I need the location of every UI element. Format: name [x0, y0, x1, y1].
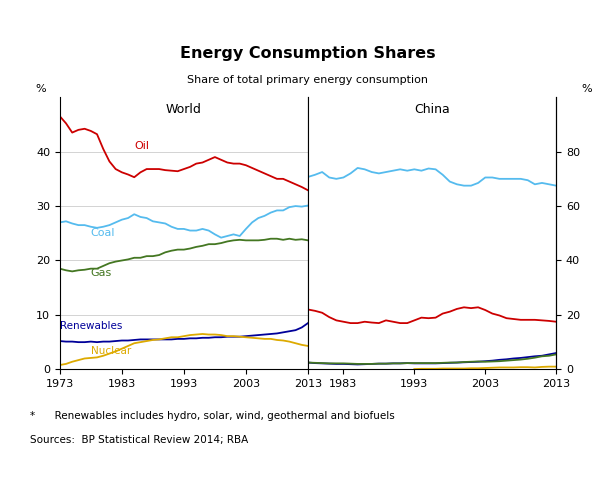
Text: Nuclear: Nuclear	[91, 346, 131, 356]
Text: Renewables: Renewables	[60, 321, 122, 330]
Text: Energy Consumption Shares: Energy Consumption Shares	[180, 46, 436, 61]
Text: Share of total primary energy consumption: Share of total primary energy consumptio…	[187, 75, 429, 85]
Text: Gas: Gas	[91, 268, 112, 278]
Text: Coal: Coal	[91, 228, 115, 238]
Text: %: %	[35, 85, 45, 94]
Text: World: World	[166, 103, 202, 116]
Text: Oil: Oil	[135, 141, 150, 151]
Text: *      Renewables includes hydro, solar, wind, geothermal and biofuels: * Renewables includes hydro, solar, wind…	[30, 411, 395, 421]
Text: %: %	[581, 85, 591, 94]
Text: China: China	[414, 103, 450, 116]
Text: Sources:  BP Statistical Review 2014; RBA: Sources: BP Statistical Review 2014; RBA	[30, 435, 248, 445]
